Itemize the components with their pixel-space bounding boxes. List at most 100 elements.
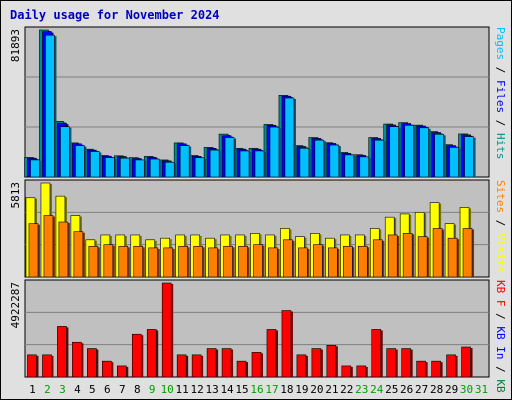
bar-kb-f-day-25 — [386, 348, 397, 378]
bar-pages-day-7 — [119, 157, 130, 178]
x-tick-day-17: 17 — [265, 383, 278, 396]
bar-kb-f-day-20 — [311, 348, 322, 378]
x-tick-day-3: 3 — [59, 383, 66, 396]
bar-sites-day-9 — [148, 247, 159, 278]
bar-sites-day-22 — [343, 245, 353, 278]
bar-kb-f-day-15 — [236, 360, 247, 378]
bar-kb-f-day-18 — [281, 310, 292, 378]
x-tick-day-10: 10 — [161, 383, 174, 396]
panel-kbytes-series-label: KB F / KB In / KB Out — [494, 280, 507, 400]
bar-pages-day-1 — [30, 159, 40, 178]
bar-sites-day-5 — [88, 245, 99, 278]
bar-pages-day-20 — [314, 139, 325, 178]
bar-kb-f-day-22 — [341, 365, 352, 378]
bar-sites-day-7 — [118, 245, 129, 278]
x-tick-day-9: 9 — [149, 383, 156, 396]
x-tick-day-4: 4 — [74, 383, 81, 396]
x-tick-day-27: 27 — [415, 383, 428, 396]
bar-kb-f-day-3 — [57, 326, 67, 378]
bar-sites-day-12 — [193, 245, 203, 278]
bar-sites-day-18 — [283, 239, 293, 278]
bar-sites-day-13 — [208, 247, 218, 278]
bar-kb-f-day-23 — [356, 365, 367, 378]
bar-kb-f-day-12 — [191, 354, 202, 378]
series-label-part: Files — [494, 80, 507, 113]
bar-kb-f-day-2 — [42, 354, 52, 378]
bar-sites-day-15 — [238, 245, 248, 278]
bar-sites-day-4 — [73, 231, 84, 278]
bar-sites-day-14 — [223, 245, 233, 278]
panel-hits-series-label: Pages / Files / Hits — [494, 27, 507, 160]
x-tick-day-29: 29 — [445, 383, 458, 396]
series-label-part: KB F — [494, 280, 507, 307]
bar-pages-day-29 — [449, 147, 459, 178]
x-tick-day-8: 8 — [134, 383, 141, 396]
bar-pages-day-15 — [239, 150, 250, 178]
bar-kb-f-day-29 — [446, 354, 456, 378]
x-tick-day-12: 12 — [191, 383, 204, 396]
series-label-part: Sites — [494, 180, 507, 213]
x-tick-day-19: 19 — [295, 383, 308, 396]
bar-kb-f-day-11 — [176, 354, 187, 378]
bar-kb-f-day-4 — [72, 341, 82, 378]
bar-kb-f-day-7 — [116, 365, 127, 378]
bar-kb-f-day-26 — [401, 348, 411, 378]
x-tick-day-30: 30 — [460, 383, 473, 396]
bar-kb-f-day-14 — [221, 348, 232, 378]
bar-kb-f-day-16 — [251, 352, 262, 378]
bar-kb-f-day-30 — [461, 346, 471, 378]
bar-kb-f-day-9 — [146, 329, 157, 378]
bar-sites-day-2 — [43, 215, 54, 278]
bar-kb-f-day-8 — [131, 333, 142, 378]
panel-visits-ymax-label: 5813 — [9, 182, 22, 209]
series-label-part: / — [494, 113, 507, 133]
x-tick-day-21: 21 — [325, 383, 338, 396]
bar-sites-day-26 — [402, 233, 413, 278]
bar-pages-day-26 — [404, 125, 414, 178]
panel-kbytes-ymax-label: 4922287 — [9, 282, 22, 328]
bar-pages-day-21 — [329, 144, 340, 178]
bar-kb-f-day-1 — [27, 354, 37, 378]
x-tick-day-16: 16 — [250, 383, 263, 396]
bar-pages-day-16 — [254, 150, 265, 178]
x-tick-day-24: 24 — [370, 383, 384, 396]
bar-pages-day-4 — [75, 145, 85, 178]
bar-pages-day-3 — [60, 126, 70, 178]
x-tick-day-25: 25 — [385, 383, 398, 396]
bar-pages-day-12 — [194, 157, 205, 178]
series-label-part: KB In — [494, 326, 507, 359]
bar-kb-f-day-24 — [371, 329, 382, 378]
series-label-part: / — [494, 60, 507, 80]
bar-pages-day-5 — [90, 151, 100, 178]
bar-sites-day-20 — [313, 244, 323, 278]
x-tick-day-31: 31 — [475, 383, 488, 396]
bar-sites-day-17 — [268, 247, 278, 278]
x-tick-day-22: 22 — [340, 383, 353, 396]
bar-pages-day-8 — [134, 159, 145, 178]
series-label-part: Hits — [494, 133, 507, 160]
bar-sites-day-25 — [387, 234, 398, 278]
bar-pages-day-6 — [105, 157, 115, 178]
bar-sites-day-27 — [417, 236, 428, 278]
bar-pages-day-2 — [45, 34, 55, 178]
series-label-part: Pages — [494, 27, 507, 60]
x-tick-day-1: 1 — [29, 383, 36, 396]
bar-sites-day-3 — [58, 221, 69, 278]
bar-pages-day-11 — [179, 145, 190, 178]
bar-pages-day-10 — [164, 161, 175, 178]
bar-sites-day-16 — [253, 244, 263, 278]
bar-kb-f-day-27 — [416, 360, 426, 378]
bar-kb-f-day-17 — [266, 329, 277, 378]
series-label-part: Visits — [494, 233, 507, 273]
series-label-part: / — [494, 213, 507, 233]
bar-sites-day-30 — [462, 228, 473, 278]
bar-kb-f-day-21 — [326, 344, 337, 378]
x-tick-day-6: 6 — [104, 383, 111, 396]
series-label-part: KB Out — [494, 379, 507, 400]
x-tick-day-5: 5 — [89, 383, 96, 396]
bar-sites-day-28 — [432, 228, 443, 278]
x-tick-day-28: 28 — [430, 383, 443, 396]
bar-kb-f-day-28 — [431, 360, 441, 378]
bar-sites-day-23 — [357, 245, 368, 278]
